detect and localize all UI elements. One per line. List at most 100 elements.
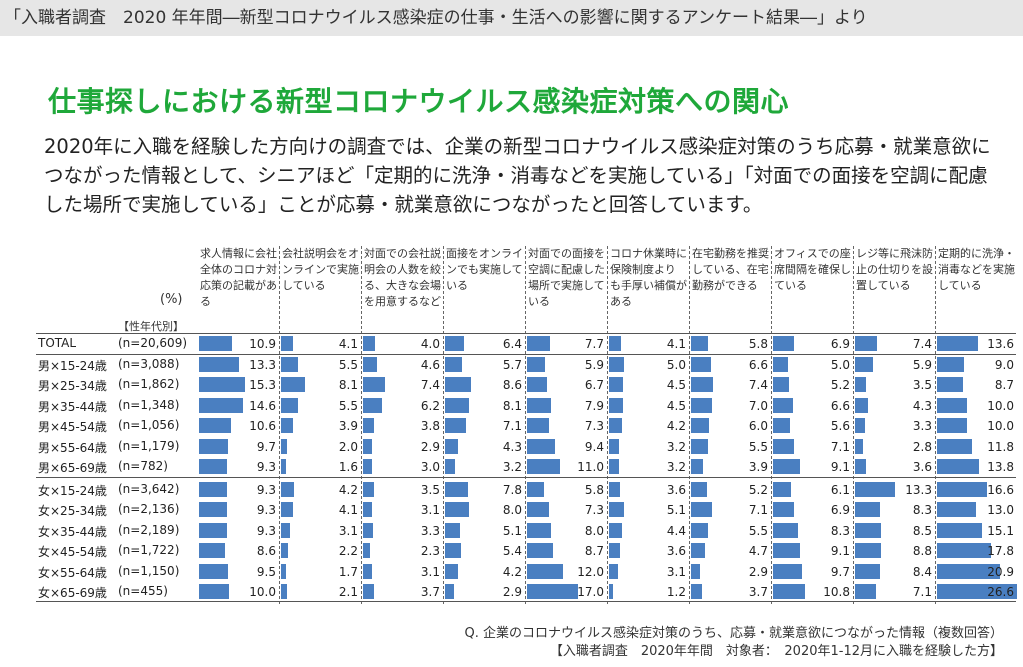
data-label: 6.2 [420, 398, 440, 413]
data-label: 3.2 [502, 460, 522, 474]
bar [855, 563, 881, 579]
bar [609, 502, 625, 517]
data-label: 4.6 [420, 357, 440, 372]
data-label: 3.2 [666, 439, 686, 454]
row-label-group: 男×35-44歳 [38, 399, 107, 414]
bar [445, 418, 467, 433]
bar [363, 481, 374, 497]
bar [527, 543, 554, 558]
bar [199, 377, 245, 392]
bar [691, 584, 703, 599]
bar [199, 543, 225, 558]
data-label: 8.5 [912, 523, 932, 538]
bar [937, 336, 978, 351]
bar [445, 397, 470, 413]
data-label: 5.1 [666, 503, 686, 517]
bar [445, 563, 458, 579]
bar [281, 438, 287, 454]
row-label-sample-size: (n=2,136) [118, 502, 180, 516]
bar [281, 336, 294, 351]
bar [527, 584, 579, 599]
bar [773, 418, 790, 433]
bar [527, 502, 549, 517]
data-label: 8.7 [584, 544, 604, 558]
data-label: 8.3 [830, 523, 850, 538]
data-label: 2.2 [338, 544, 358, 558]
data-label: 10.0 [249, 585, 276, 599]
data-label: 3.6 [666, 544, 686, 558]
data-label: 6.4 [502, 337, 522, 351]
data-label: 2.3 [420, 544, 440, 558]
data-label: 13.0 [987, 503, 1014, 517]
bar [527, 397, 551, 413]
data-label: 6.6 [830, 398, 850, 413]
data-label: 3.1 [420, 503, 440, 517]
bar [527, 563, 564, 579]
bar [527, 459, 561, 474]
bar [691, 502, 713, 517]
bar [609, 356, 625, 372]
bar [773, 543, 801, 558]
column-divider [525, 246, 526, 604]
bar [199, 438, 229, 454]
data-label: 3.6 [666, 482, 686, 497]
data-label: 4.2 [666, 419, 686, 433]
bar [527, 481, 545, 497]
data-label: 4.1 [666, 337, 686, 351]
data-label: 2.9 [748, 564, 768, 579]
row-label-group: TOTAL [38, 336, 77, 350]
row-label-sample-size: (n=1,722) [118, 543, 180, 557]
bar [609, 543, 620, 558]
bar [281, 356, 298, 372]
bar [855, 584, 877, 599]
bar [199, 418, 231, 433]
column-header: 対面での面接を空調に配慮した場所で実施している [528, 247, 605, 308]
data-label: 9.7 [830, 564, 850, 579]
data-label: 3.0 [420, 460, 440, 474]
data-label: 1.7 [338, 564, 358, 579]
bar [691, 543, 706, 558]
data-label: 6.7 [584, 378, 604, 392]
row-label-group: 男×15-24歳 [38, 358, 107, 373]
bar [281, 481, 294, 497]
bar [363, 563, 373, 579]
data-label: 5.8 [584, 482, 604, 497]
data-label: 4.0 [420, 337, 440, 351]
data-label: 13.8 [987, 460, 1014, 474]
bar [527, 438, 556, 454]
bar [691, 563, 700, 579]
bar [773, 459, 801, 474]
data-label: 4.3 [912, 398, 932, 413]
bar [609, 418, 622, 433]
column-header: 定期的に洗浄・消毒などを実施している [938, 247, 1015, 292]
data-label: 4.7 [748, 544, 768, 558]
column-header: 求人情報に会社全体のコロナ対応策の記載がある [200, 247, 277, 308]
bar [937, 459, 979, 474]
bar [363, 584, 375, 599]
column-header: コロナ休業時に保険制度より も手厚い補償がある [610, 247, 687, 308]
data-label: 8.8 [912, 544, 932, 558]
bar [445, 481, 469, 497]
row-label-sample-size: (n=455) [118, 584, 168, 598]
data-label: 3.7 [748, 585, 768, 599]
bar [527, 418, 549, 433]
data-label: 5.8 [748, 337, 768, 351]
row-label-group: 女×65-69歳 [38, 586, 107, 600]
data-label: 4.3 [502, 439, 522, 454]
column-divider [443, 246, 444, 604]
row-divider [36, 600, 1016, 602]
data-label: 6.9 [830, 503, 850, 517]
data-label: 5.7 [502, 357, 522, 372]
data-label: 3.6 [912, 460, 932, 474]
row-label-sample-size: (n=3,642) [118, 481, 180, 496]
data-label: 5.9 [912, 357, 932, 372]
bar [855, 438, 864, 454]
row-label-group: 女×55-64歳 [38, 565, 107, 580]
data-label: 7.4 [912, 337, 932, 351]
bar [199, 336, 232, 351]
column-divider [279, 246, 280, 604]
bar [363, 522, 373, 538]
data-label: 8.6 [502, 378, 522, 392]
bar [855, 502, 880, 517]
page-title: 仕事探しにおける新型コロナウイルス感染症対策への関心 [48, 85, 790, 118]
